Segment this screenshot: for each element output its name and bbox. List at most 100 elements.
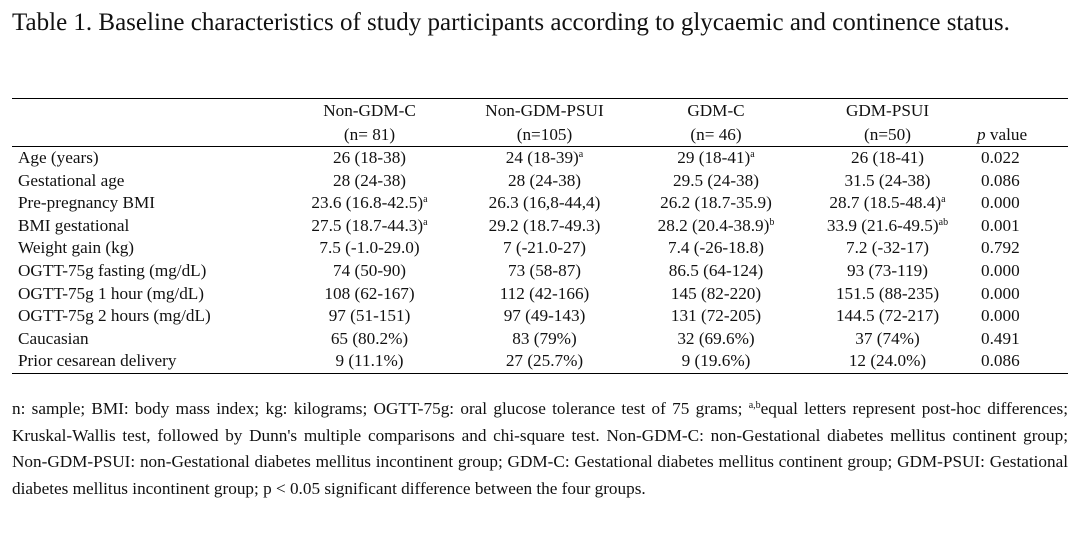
table-cell: 26.3 (16,8-44,4)	[457, 192, 632, 215]
cell-superscript: a	[578, 149, 584, 160]
cell-value: 97 (51-151)	[328, 306, 411, 326]
header-group-n: (n=50)	[800, 122, 975, 147]
cell-value: 86.5 (64-124)	[668, 260, 764, 280]
table-cell: 29.2 (18.7-49.3)	[457, 215, 632, 238]
header-group-name: GDM-C	[632, 98, 800, 123]
header-group-name: Non-GDM-PSUI	[457, 98, 632, 123]
table-row: BMI gestational 27.5 (18.7-44.3)a 29.2 (18…	[12, 215, 1068, 238]
cell-superscript: b	[769, 216, 775, 228]
table-cell: 151.5 (88-235)	[800, 283, 975, 306]
cell-superscript: a	[423, 194, 428, 206]
cell-value: 33.9 (21.6-49.5)	[826, 215, 939, 235]
header-group-n: (n=105)	[457, 122, 632, 147]
header-row-names: Non-GDM-C Non-GDM-PSUI GDM-C GDM-PSUI	[12, 98, 1068, 123]
header-p-rest: value	[985, 124, 1028, 144]
row-label: Gestational age	[18, 170, 125, 190]
header-p-italic: p	[977, 124, 986, 144]
table-cell: 7.5 (-1.0-29.0)	[282, 237, 457, 260]
table-cell: 97 (49-143)	[457, 305, 632, 328]
cell-value: 7.4 (-26-18.8)	[668, 238, 764, 258]
cell-value: 29.2 (18.7-49.3)	[488, 215, 601, 235]
table-row: Caucasian 65 (80.2%) 83 (79%) 32 (69.6%) 37 …	[12, 328, 1068, 351]
cell-value: 26.3 (16,8-44,4)	[488, 193, 601, 213]
table-header: Non-GDM-C Non-GDM-PSUI GDM-C GDM-PSUI (n…	[12, 98, 1068, 147]
cell-value: 74 (50-90)	[332, 260, 407, 280]
p-value-cell: 0.000	[981, 283, 1020, 303]
cell-value: 65 (80.2%)	[330, 328, 409, 348]
table-cell: 26.2 (18.7-35.9)	[632, 192, 800, 215]
table-cell: 83 (79%)	[457, 328, 632, 351]
cell-value: 83 (79%)	[512, 328, 577, 348]
cell-value: 151.5 (88-235)	[835, 283, 940, 303]
cell-superscript: a	[750, 149, 755, 160]
table-cell: 7.4 (-26-18.8)	[632, 237, 800, 260]
table-cell: 28 (24-38)	[457, 170, 632, 193]
cell-value: 28 (24-38)	[332, 170, 407, 190]
cell-value: 73 (58-87)	[507, 260, 582, 280]
cell-value: 112 (42-166)	[499, 283, 590, 303]
cell-value: 29.5 (24-38)	[673, 170, 759, 190]
header-group-n: (n= 46)	[632, 122, 800, 147]
table-row: Pre-pregnancy BMI 23.6 (16.8-42.5)a 26.3 (…	[12, 192, 1068, 215]
table-cell: 12 (24.0%)	[800, 350, 975, 374]
row-label: OGTT-75g fasting (mg/dL)	[18, 260, 207, 280]
table-row: Prior cesarean delivery 9 (11.1%) 27 (25.7…	[12, 350, 1068, 374]
table-cell: 32 (69.6%)	[632, 328, 800, 351]
cell-value: 28.2 (20.4-38.9)	[657, 215, 770, 235]
cell-value: 26 (18-38)	[332, 148, 407, 167]
header-blank	[12, 98, 282, 123]
table-cell: 26 (18-38)	[282, 147, 457, 170]
row-label: Caucasian	[18, 328, 89, 348]
cell-value: 29 (18-41)	[677, 148, 751, 167]
table-row: Age (years) 26 (18-38) 24 (18-39)a 29 (18-4…	[12, 147, 1068, 170]
table-cell: 31.5 (24-38)	[800, 170, 975, 193]
table-row: Weight gain (kg) 7.5 (-1.0-29.0) 7 (-21.0-…	[12, 237, 1068, 260]
cell-value: 37 (74%)	[855, 328, 920, 348]
cell-value: 26 (18-41)	[850, 148, 925, 167]
header-group-name: Non-GDM-C	[282, 98, 457, 123]
p-value-cell: 0.491	[981, 328, 1020, 348]
table-cell: 65 (80.2%)	[282, 328, 457, 351]
table-cell: 29 (18-41)a	[632, 147, 800, 170]
p-value-cell: 0.086	[981, 170, 1020, 190]
table-cell: 27 (25.7%)	[457, 350, 632, 374]
cell-superscript: a	[941, 194, 946, 206]
table-cell: 9 (11.1%)	[282, 350, 457, 374]
table-row: OGTT-75g fasting (mg/dL) 74 (50-90) 73 (58…	[12, 260, 1068, 283]
table-cell: 112 (42-166)	[457, 283, 632, 306]
row-label: Prior cesarean delivery	[12, 350, 282, 374]
p-value-cell: 0.792	[981, 238, 1020, 258]
cell-value: 12 (24.0%)	[848, 351, 927, 371]
table-cell: 73 (58-87)	[457, 260, 632, 283]
cell-value: 27 (25.7%)	[505, 351, 584, 371]
row-label: BMI gestational	[18, 215, 130, 235]
row-label: Age (years)	[18, 148, 99, 167]
cell-value: 7.2 (-32-17)	[845, 238, 930, 258]
table-cell: 7.2 (-32-17)	[800, 237, 975, 260]
cell-value: 97 (49-143)	[503, 306, 586, 326]
row-label: OGTT-75g 1 hour (mg/dL)	[18, 283, 205, 303]
footnote-superscript: a,b	[748, 400, 761, 411]
footnote-text-part2: equal letters represent post-hoc differe…	[12, 399, 1068, 498]
p-value-cell: 0.022	[981, 148, 1020, 167]
footnote-text-part1: n: sample; BMI: body mass index; kg: kil…	[12, 399, 749, 418]
p-value-cell: 0.000	[981, 306, 1020, 326]
table-cell: 28 (24-38)	[282, 170, 457, 193]
header-blank	[12, 122, 282, 147]
table-cell: 93 (73-119)	[800, 260, 975, 283]
table-cell: 24 (18-39)a	[457, 147, 632, 170]
header-row-counts: (n= 81) (n=105) (n= 46) (n=50) p value	[12, 122, 1068, 147]
table-caption: Table 1. Baseline characteristics of stu…	[12, 9, 1010, 36]
cell-value: 7.5 (-1.0-29.0)	[319, 238, 420, 258]
table-cell: 28.7 (18.5-48.4)a	[800, 192, 975, 215]
cell-superscript: ab	[938, 216, 949, 228]
table-cell: 37 (74%)	[800, 328, 975, 351]
cell-value: 131 (72-205)	[670, 306, 762, 326]
cell-value: 24 (18-39)	[505, 148, 579, 167]
cell-value: 31.5 (24-38)	[844, 170, 931, 190]
row-label: Weight gain (kg)	[18, 238, 135, 258]
table-cell: 23.6 (16.8-42.5)a	[282, 192, 457, 215]
cell-superscript: a	[423, 216, 428, 228]
cell-value: 32 (69.6%)	[677, 328, 755, 348]
cell-value: 144.5 (72-217)	[835, 306, 940, 326]
